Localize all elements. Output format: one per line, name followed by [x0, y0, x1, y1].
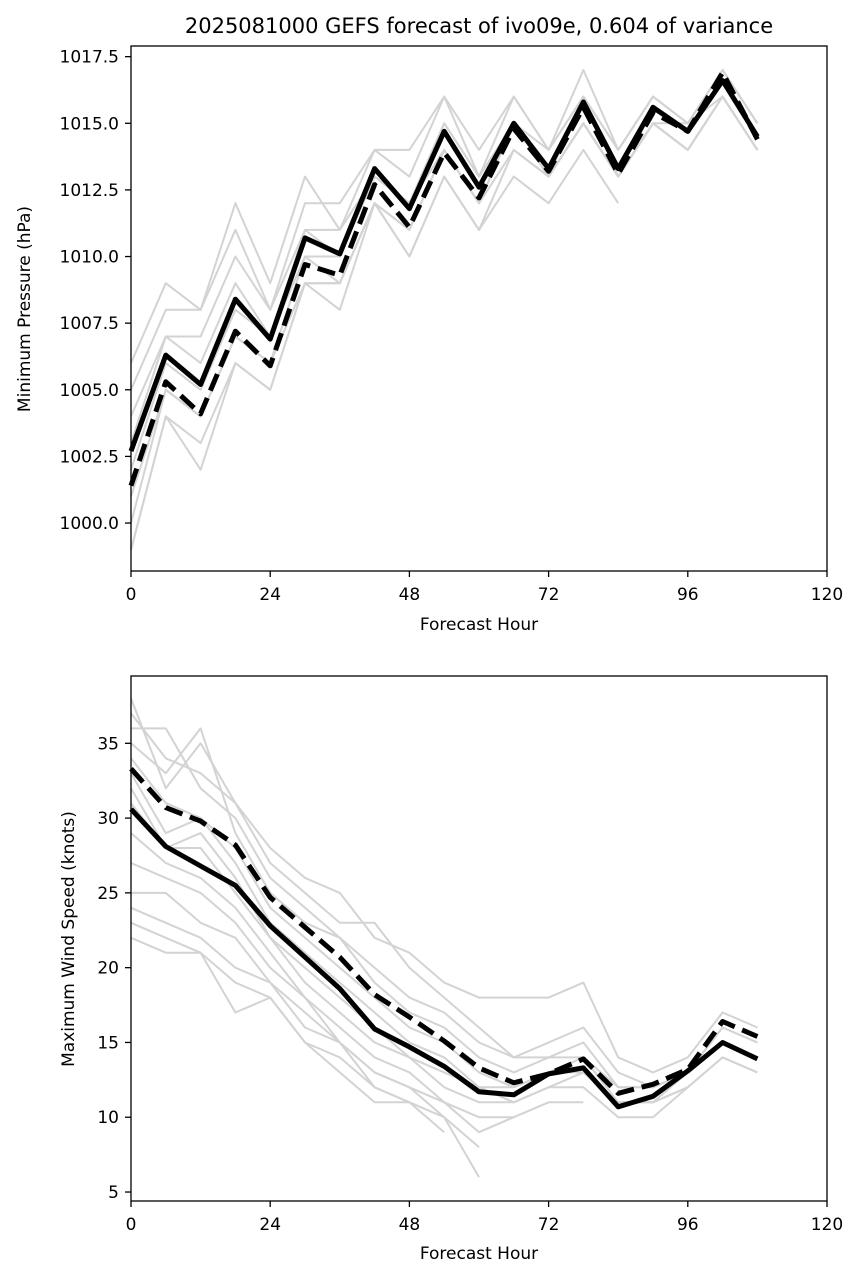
pressure-series-layer: [128, 69, 760, 550]
wind-dashed-mean-line: [129, 767, 759, 1096]
wind-plot-frame: [130, 675, 828, 1202]
wind-ensemble-member-line: [130, 787, 758, 1104]
wind-ensemble-member-line: [131, 891, 480, 1148]
pressure-x-axis-label: Forecast Hour: [420, 615, 538, 635]
pressure-y-tick-label: 1017.5: [60, 48, 119, 68]
pressure-x-tick-label: 96: [677, 585, 699, 605]
wind-y-tick-label: 10: [97, 1108, 119, 1128]
wind-y-tick-label: 25: [97, 884, 119, 904]
wind-y-tick-label: 15: [97, 1033, 119, 1053]
wind-y-ticks: 5 10 15 20 25 30 35: [97, 734, 131, 1203]
pressure-y-tick-label: 1012.5: [60, 181, 119, 201]
pressure-x-ticks: 0 24 48 72 96 120: [126, 571, 843, 605]
wind-ensemble-member-line: [130, 936, 410, 1104]
wind-x-tick-label: 24: [259, 1215, 281, 1235]
pressure-x-tick-label: 72: [538, 585, 560, 605]
pressure-y-tick-label: 1015.0: [60, 114, 119, 134]
wind-solid-mean-line: [129, 807, 759, 1110]
wind-x-tick-label: 72: [538, 1215, 560, 1235]
pressure-y-tick-label: 1002.5: [60, 447, 119, 467]
wind-ensemble-member-line: [130, 832, 584, 1119]
wind-y-tick-label: 30: [97, 809, 119, 829]
wind-y-tick-label: 35: [97, 734, 119, 754]
wind-x-axis-label: Forecast Hour: [420, 1244, 538, 1264]
pressure-plot-frame: [130, 45, 828, 572]
pressure-y-ticks: 1000.0 1002.5 1005.0 1007.5 1010.0 1012.5 1015…: [60, 48, 131, 534]
pressure-dashed-mean-line: [128, 70, 760, 487]
pressure-x-tick-label: 120: [811, 585, 843, 605]
wind-x-tick-label: 120: [811, 1215, 843, 1235]
pressure-chart-title: 2025081000 GEFS forecast of ivo09e, 0.60…: [185, 14, 773, 38]
pressure-y-tick-label: 1010.0: [60, 248, 119, 268]
pressure-panel: 2025081000 GEFS forecast of ivo09e, 0.60…: [15, 14, 843, 635]
pressure-solid-mean-line: [128, 78, 760, 452]
wind-ensemble-member-line: [130, 906, 480, 1178]
wind-x-tick-label: 0: [126, 1215, 137, 1235]
pressure-y-axis-label: Minimum Pressure (hPa): [15, 206, 35, 412]
pressure-x-tick-label: 24: [259, 585, 281, 605]
pressure-y-tick-label: 1005.0: [60, 381, 119, 401]
wind-y-axis-label: Maximum Wind Speed (knots): [59, 811, 79, 1067]
wind-x-tick-label: 96: [677, 1215, 699, 1235]
wind-x-ticks: 0 24 48 72 96 120: [126, 1201, 843, 1235]
wind-panel: 0 24 48 72 96 120 5 10 15 20 25 30 35 Forecast Hour…: [59, 675, 843, 1264]
wind-ensemble-member-line: [130, 862, 515, 1134]
wind-y-tick-label: 5: [108, 1183, 119, 1203]
wind-y-tick-label: 20: [97, 959, 119, 979]
pressure-y-tick-label: 1007.5: [60, 314, 119, 334]
pressure-x-tick-label: 48: [399, 585, 421, 605]
wind-series-layer: [129, 698, 759, 1178]
pressure-ensemble-member-line: [130, 148, 620, 550]
pressure-x-tick-label: 0: [126, 585, 137, 605]
wind-ensemble-member-line: [130, 727, 758, 1089]
pressure-y-tick-label: 1000.0: [60, 514, 119, 534]
wind-x-tick-label: 48: [399, 1215, 421, 1235]
